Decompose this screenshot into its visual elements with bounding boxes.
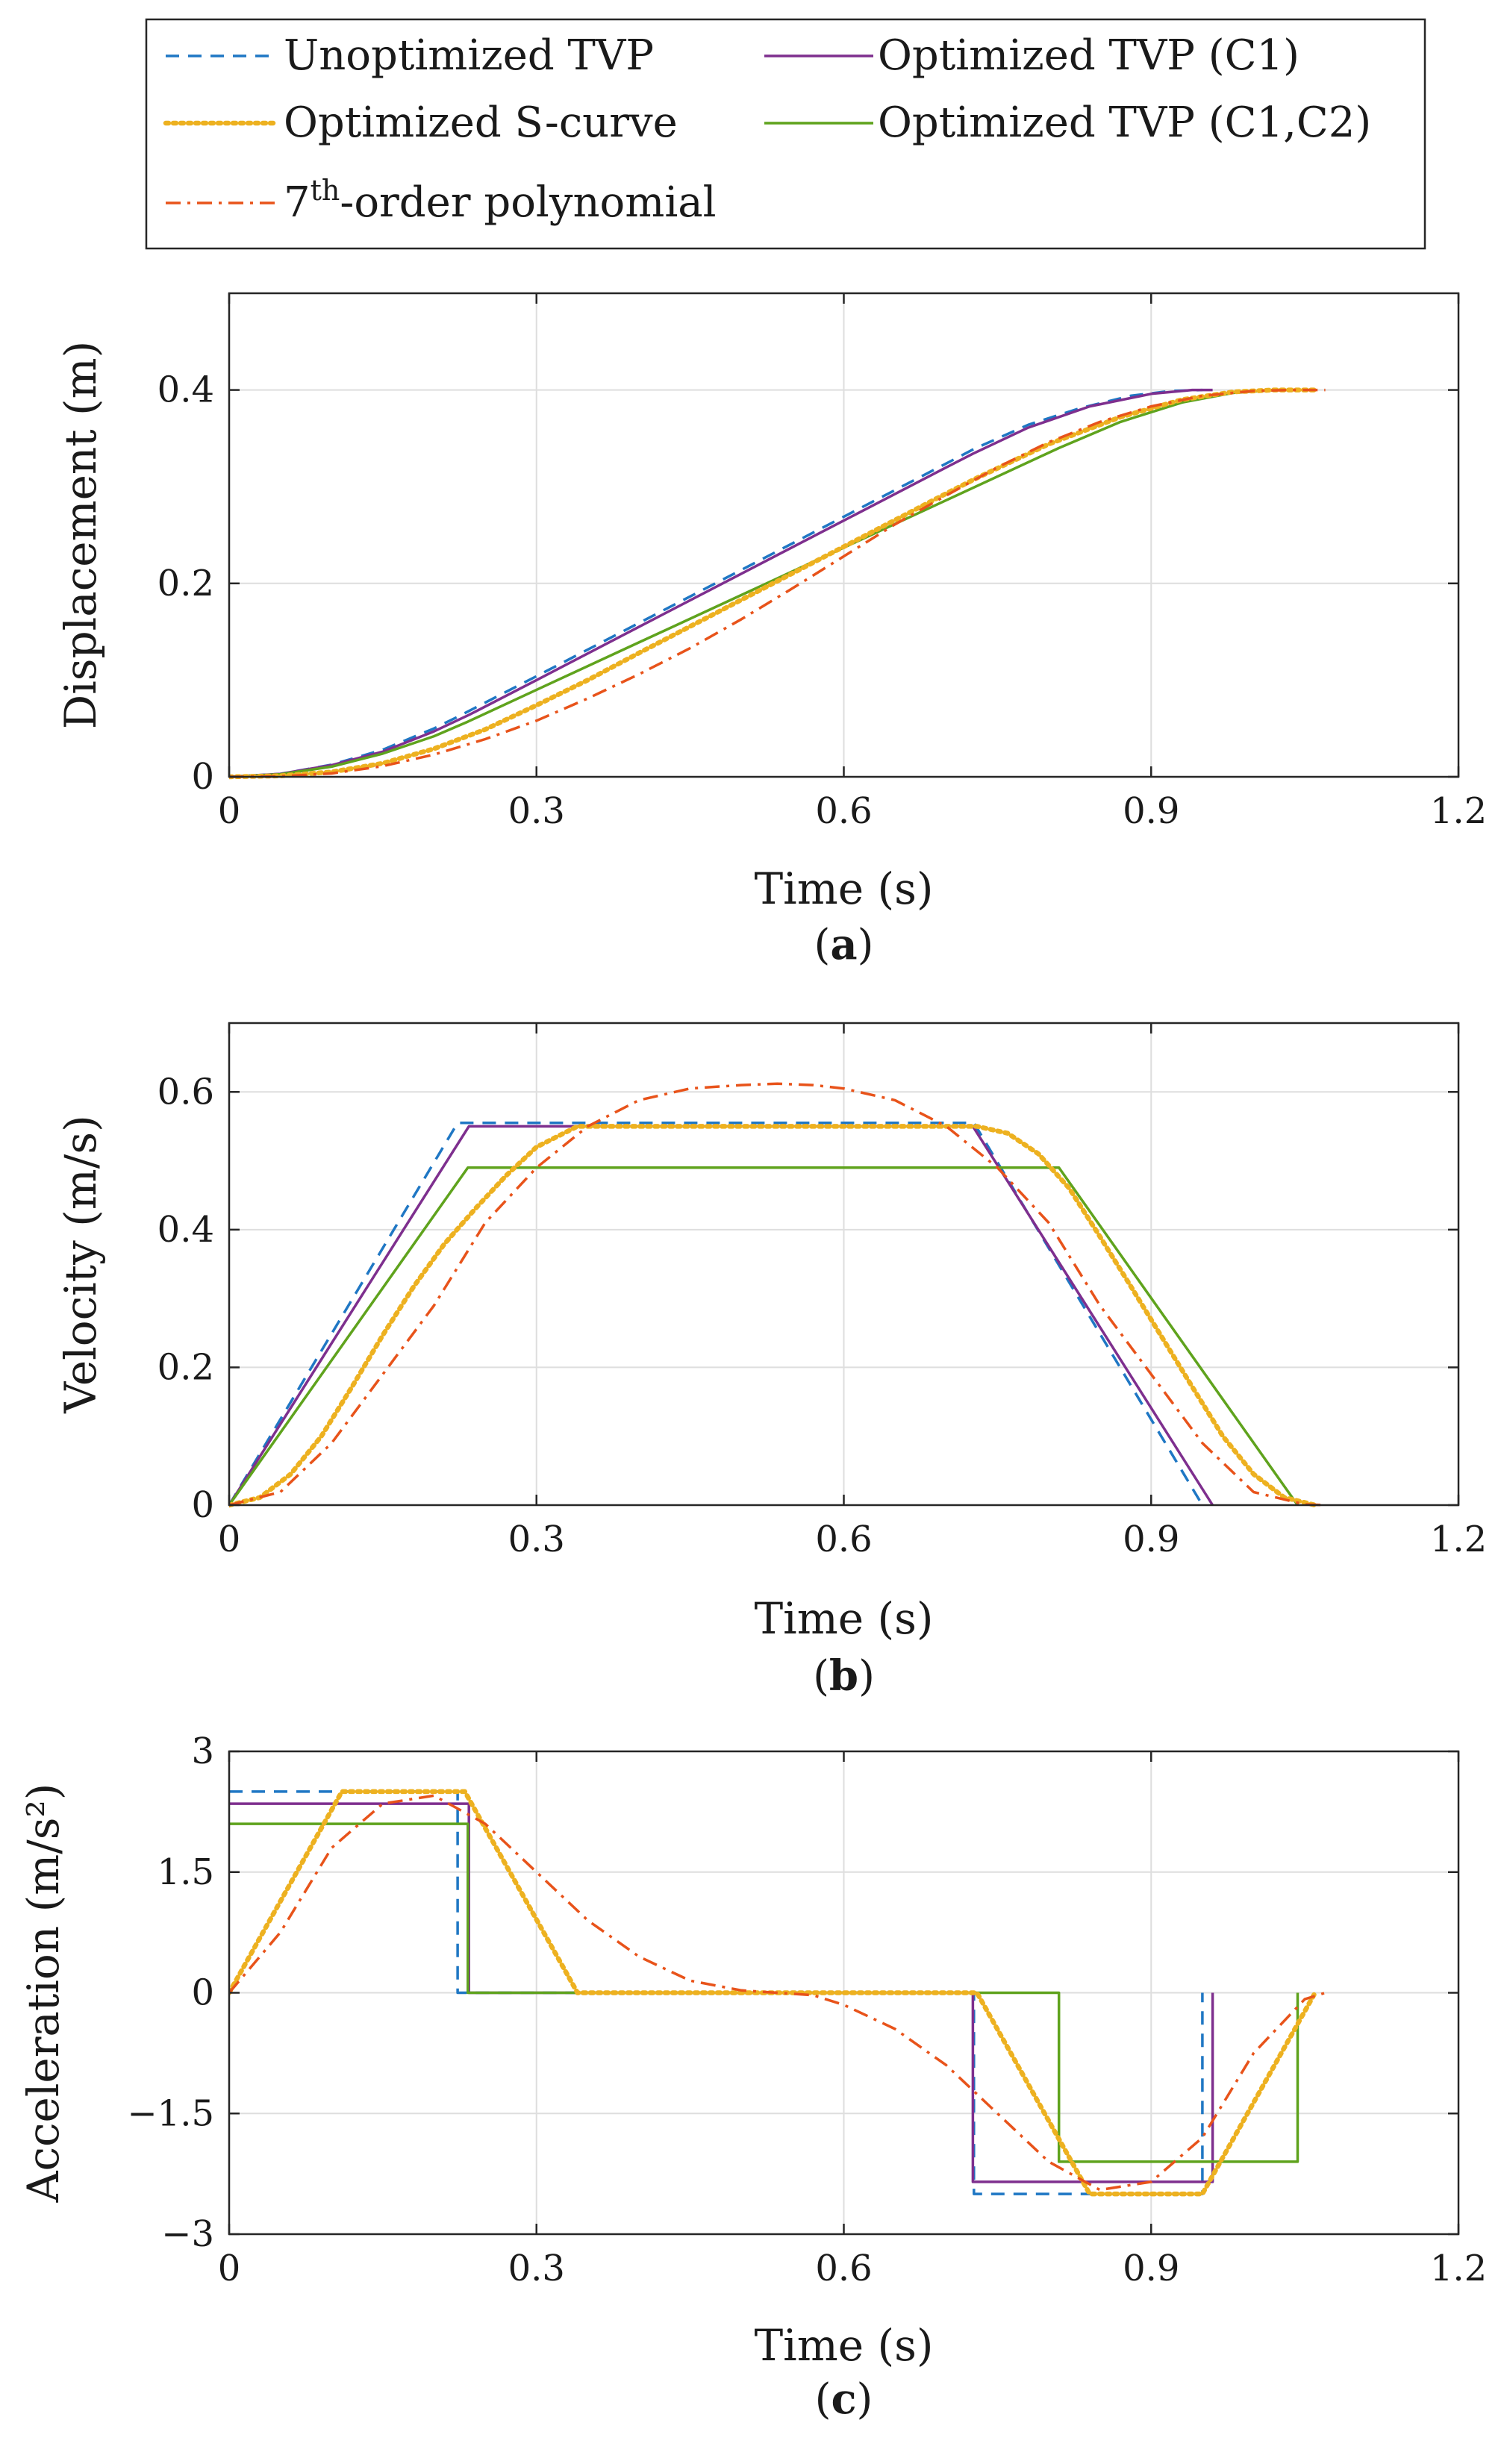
y-tick-label: 0 [191, 1972, 214, 2014]
x-tick-label: 1.2 [1430, 2248, 1487, 2289]
x-axis-label: Time (s) [754, 863, 933, 914]
y-tick-label: 1.5 [157, 1851, 214, 1893]
y-tick-label: 0.2 [157, 1346, 214, 1388]
x-tick-label: 0.6 [815, 790, 872, 832]
x-tick-label: 0.6 [815, 2248, 872, 2289]
panel-b: 0 0.3 0.6 0.9 1.2 0 0.2 0.4 0.6 Time (s) Velocity … [55, 1022, 1487, 1701]
legend-label-optimized-s-curve: Optimized S-curve [284, 99, 678, 147]
legend: Unoptimized TVP Optimized TVP (C1) Optim… [145, 18, 1426, 250]
x-axis-label: Time (s) [754, 2320, 933, 2371]
y-tick-label: 0.6 [157, 1071, 214, 1113]
series-group [229, 387, 1326, 780]
series-line-optimized-tvp-c1-c2 [229, 1166, 1299, 1507]
series-line-7th-order-polynomial [229, 388, 1326, 778]
panel-a: 0 0.3 0.6 0.9 1.2 0 0.2 0.4 Time (s) Displacement… [55, 292, 1487, 969]
x-axis-label: Time (s) [754, 1593, 933, 1644]
y-tick-label: 0.2 [157, 563, 214, 604]
legend-label-7th-order-polynomial: 7th-order polynomial [284, 174, 717, 227]
y-axis-label: Acceleration (m/s²) [18, 1783, 69, 2204]
y-tick-label: −1.5 [127, 2092, 214, 2134]
y-axis-label: Velocity (m/s) [55, 1115, 106, 1413]
x-tick-label: 1.2 [1430, 1519, 1487, 1560]
chart-panels: 0 0.3 0.6 0.9 1.2 0 0.2 0.4 Time (s) Displacement… [18, 292, 1487, 2424]
x-tick-label: 0.3 [508, 2248, 565, 2289]
y-tick-label: 3 [191, 1730, 214, 1772]
x-tick-label: 0.3 [508, 1519, 565, 1560]
x-tick-label: 0 [218, 1519, 241, 1560]
legend-box [145, 18, 1426, 250]
y-tick-label: −3 [161, 2213, 214, 2255]
series-line-optimized-s-curve [229, 1124, 1318, 1508]
x-tick-label: 0.3 [508, 790, 565, 832]
y-axis-label: Displacement (m) [55, 341, 106, 730]
legend-label-optimized-tvp-c1: Optimized TVP (C1) [878, 31, 1299, 80]
series-line-unoptimized-tvp [229, 1122, 1204, 1506]
x-tick-label: 0 [218, 790, 241, 832]
x-tick-label: 0.9 [1123, 2248, 1179, 2289]
y-tick-label: 0.4 [157, 1209, 214, 1251]
panel-label: (b) [813, 1651, 875, 1701]
x-tick-label: 0 [218, 2248, 241, 2289]
series-group [229, 1082, 1326, 1508]
x-tick-label: 0.9 [1123, 1519, 1179, 1560]
legend-label-optimized-tvp-c1-c2: Optimized TVP (C1,C2) [878, 99, 1371, 147]
y-tick-label: 0.4 [157, 369, 214, 411]
panel-label: (a) [814, 920, 873, 969]
series-line-optimized-tvp-c1 [229, 388, 1213, 778]
x-tick-label: 0.6 [815, 1519, 872, 1560]
x-tick-label: 1.2 [1430, 790, 1487, 832]
series-line-7th-order-polynomial [229, 1082, 1326, 1507]
y-tick-label: 0 [191, 756, 214, 798]
y-tick-label: 0 [191, 1484, 214, 1526]
series-line-7th-order-polynomial [229, 1794, 1326, 2192]
panel-c: 0 0.3 0.6 0.9 1.2 3 1.5 0 −1.5 −3 Time (s) Accelera… [18, 1730, 1487, 2424]
legend-label-unoptimized-tvp: Unoptimized TVP [284, 31, 654, 80]
series-group [229, 1789, 1326, 2197]
panel-label: (c) [815, 2374, 873, 2424]
x-tick-label: 0.9 [1123, 790, 1179, 832]
series-line-optimized-tvp-c1-c2 [229, 1822, 1299, 2163]
